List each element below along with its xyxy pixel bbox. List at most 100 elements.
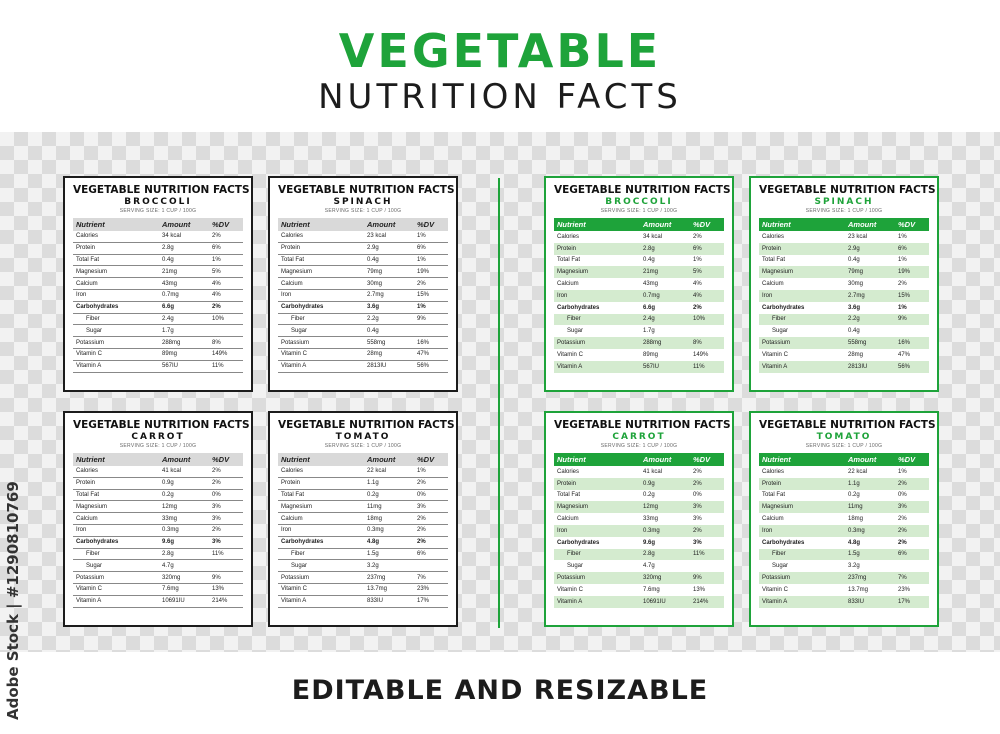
nutrient-name: Vitamin A [76, 363, 102, 370]
table-row: Carbohydrates 9.6g 3% [554, 537, 724, 549]
nutrient-name: Magnesium [76, 503, 108, 510]
nutrition-card-tomato-green: VEGETABLE NUTRITION FACTS TOMATO SERVING S… [749, 411, 939, 627]
column-header: %DV [693, 220, 711, 229]
table-row: Carbohydrates 3.6g 1% [759, 302, 929, 314]
nutrient-name: Fiber [291, 315, 305, 322]
nutrient-amount: 237mg [848, 575, 867, 582]
nutrient-name: Total Fat [557, 492, 581, 499]
column-header: Amount [162, 220, 191, 229]
nutrient-amount: 0.4g [367, 256, 379, 263]
table-row: Total Fat 0.4g 1% [554, 255, 724, 267]
table-row: Iron 0.7mg 4% [554, 289, 724, 302]
nutrient-dv: 4% [693, 292, 702, 299]
nutrient-amount: 18mg [367, 515, 383, 522]
nutrient-amount: 12mg [643, 504, 659, 511]
nutrient-dv: 11% [693, 551, 705, 558]
card-header: VEGETABLE NUTRITION FACTS [278, 184, 455, 196]
nutrient-dv: 47% [898, 351, 911, 358]
table-row: Iron 0.7mg 4% [73, 290, 243, 302]
table-row: Vitamin A 567IU 11% [73, 361, 243, 373]
table-row: Carbohydrates 6.6g 2% [73, 302, 243, 314]
table-header-row: Nutrient Amount %DV [73, 453, 243, 466]
section-divider [498, 178, 500, 628]
nutrient-name: Sugar [772, 328, 789, 335]
nutrition-table: Nutrient Amount %DV Calories 34 kcal 2% Protei… [554, 218, 724, 373]
table-row: Calories 41 kcal 2% [554, 466, 724, 478]
table-row: Sugar 0.4g [759, 325, 929, 337]
table-row: Protein 2.8g 6% [554, 242, 724, 255]
nutrient-name: Magnesium [281, 503, 313, 510]
nutrient-amount: 0.9g [162, 480, 174, 487]
nutrient-amount: 0.7mg [162, 292, 179, 299]
table-row: Total Fat 0.4g 1% [759, 255, 929, 267]
nutrient-amount: 833IU [848, 598, 865, 605]
column-header: Nutrient [281, 220, 310, 229]
table-row: Potassium 558mg 16% [278, 337, 448, 349]
table-row: Vitamin A 10691IU 214% [73, 596, 243, 608]
table-row: Calories 22 kcal 1% [759, 466, 929, 478]
nutrient-name: Fiber [86, 550, 100, 557]
table-row: Vitamin C 7.6mg 13% [73, 584, 243, 596]
nutrient-dv: 149% [212, 351, 228, 358]
table-row: Protein 2.9g 6% [759, 242, 929, 255]
table-row: Potassium 288mg 8% [73, 337, 243, 349]
table-row: Sugar 3.2g [759, 560, 929, 572]
column-header: %DV [898, 220, 916, 229]
table-header-row: Nutrient Amount %DV [759, 218, 929, 231]
nutrient-amount: 12mg [162, 503, 178, 510]
nutrient-name: Protein [557, 245, 577, 252]
column-header: %DV [212, 220, 230, 229]
nutrient-amount: 34 kcal [643, 233, 663, 240]
nutrient-dv: 10% [693, 316, 706, 323]
nutrient-dv: 2% [898, 539, 907, 546]
nutrient-dv: 1% [417, 256, 426, 263]
nutrient-amount: 23 kcal [367, 233, 387, 240]
table-row: Vitamin A 10691IU 214% [554, 595, 724, 608]
nutrient-amount: 0.3mg [162, 527, 179, 534]
vegetable-name: TOMATO [816, 432, 872, 442]
nutrient-name: Vitamin C [76, 586, 102, 593]
table-row: Fiber 2.2g 9% [759, 313, 929, 326]
table-row: Protein 1.1g 2% [278, 478, 448, 490]
table-row: Calories 22 kcal 1% [278, 466, 448, 478]
nutrient-name: Vitamin A [762, 363, 788, 370]
nutrient-amount: 13.7mg [848, 586, 869, 593]
nutrient-name: Calories [557, 233, 580, 240]
nutrient-name: Protein [762, 480, 782, 487]
column-header: Amount [367, 220, 396, 229]
nutrient-dv: 0% [212, 491, 221, 498]
nutrient-amount: 6.6g [643, 304, 656, 311]
nutrition-card-carrot-green: VEGETABLE NUTRITION FACTS CARROT SERVING S… [544, 411, 734, 627]
nutrient-dv: 2% [212, 468, 221, 475]
nutrient-name: Total Fat [281, 256, 305, 263]
nutrient-name: Magnesium [762, 269, 794, 276]
nutrient-name: Vitamin C [281, 586, 307, 593]
nutrient-dv: 2% [212, 527, 221, 534]
nutrient-amount: 10691IU [162, 598, 185, 605]
nutrient-amount: 11mg [848, 504, 863, 511]
nutrient-dv: 0% [417, 491, 426, 498]
table-row: Vitamin C 13.7mg 23% [759, 584, 929, 596]
column-header: Amount [643, 220, 672, 229]
nutrient-amount: 0.4g [367, 327, 379, 334]
table-row: Fiber 2.4g 10% [73, 314, 243, 326]
nutrient-dv: 17% [417, 598, 430, 605]
nutrient-dv: 11% [693, 363, 705, 370]
table-row: Calcium 43mg 4% [73, 278, 243, 290]
nutrient-name: Vitamin A [76, 598, 102, 605]
nutrient-name: Potassium [557, 575, 586, 582]
nutrient-name: Sugar [567, 328, 584, 335]
nutrient-amount: 0.3mg [848, 527, 865, 534]
nutrient-dv: 9% [693, 575, 702, 582]
vegetable-name: CARROT [612, 432, 666, 442]
column-header: Nutrient [762, 455, 791, 464]
column-header: Nutrient [281, 455, 310, 464]
nutrient-name: Carbohydrates [762, 304, 805, 311]
nutrient-name: Calories [762, 468, 785, 475]
nutrient-dv: 15% [898, 292, 911, 299]
nutrient-amount: 4.8g [367, 539, 380, 546]
card-header: VEGETABLE NUTRITION FACTS [554, 184, 731, 196]
nutrient-name: Iron [557, 292, 568, 299]
nutrient-dv: 19% [898, 269, 911, 276]
column-header: Amount [643, 455, 672, 464]
